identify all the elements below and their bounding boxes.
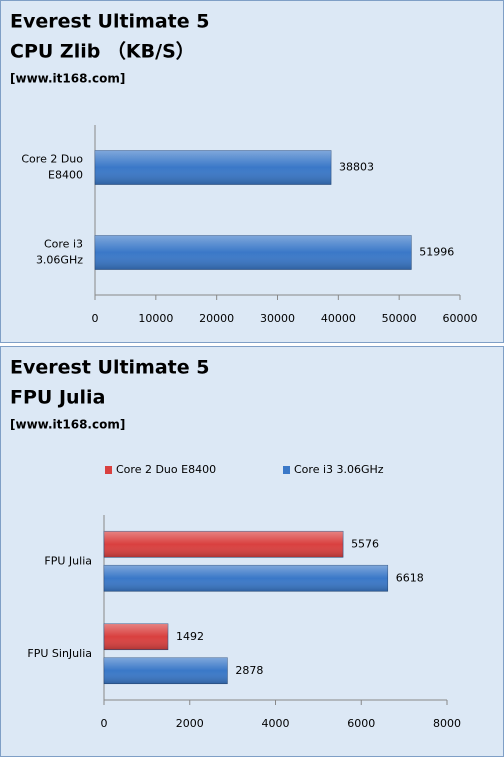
value-label: 51996	[419, 246, 454, 259]
bar-shade	[95, 150, 332, 185]
value-label: 6618	[396, 571, 424, 584]
x-tick-label: 30000	[260, 312, 295, 325]
bar-shade	[104, 657, 228, 684]
source: [www.it168.com]	[10, 72, 125, 86]
chart-subtitle: CPU Zlib （KB/S）	[10, 40, 195, 63]
x-tick-label: 40000	[321, 312, 356, 325]
value-label: 5576	[351, 537, 379, 550]
bar-shade	[104, 623, 168, 650]
value-label: 1492	[176, 630, 204, 643]
x-tick-label: 6000	[347, 717, 375, 730]
y-tick-label: Core i3 3.06GHz	[36, 238, 83, 267]
chart-title: Everest Ultimate 5	[10, 11, 209, 33]
x-tick-label: 20000	[199, 312, 234, 325]
bar-shade	[104, 531, 344, 558]
legend-swatch	[105, 466, 112, 474]
legend-swatch	[283, 466, 290, 474]
y-tick-label: FPU SinJulia	[27, 647, 92, 660]
legend-label: Core i3 3.06GHz	[294, 463, 384, 476]
x-tick-label: 8000	[433, 717, 461, 730]
chart-subtitle: FPU Julia	[10, 387, 105, 409]
x-tick-label: 0	[101, 717, 108, 730]
x-tick-label: 60000	[443, 312, 478, 325]
chart-title: Everest Ultimate 5	[10, 357, 209, 379]
x-tick-label: 10000	[138, 312, 173, 325]
x-tick-label: 50000	[382, 312, 417, 325]
x-tick-label: 0	[92, 312, 99, 325]
source: [www.it168.com]	[10, 418, 125, 432]
value-label: 2878	[235, 664, 263, 677]
bar-shade	[104, 565, 388, 592]
value-label: 38803	[339, 161, 374, 174]
x-tick-label: 4000	[262, 717, 290, 730]
legend-label: Core 2 Duo E8400	[116, 463, 216, 476]
x-tick-label: 2000	[176, 717, 204, 730]
bar-shade	[95, 235, 412, 270]
y-tick-label: FPU Julia	[44, 554, 92, 567]
y-tick-label: Core 2 Duo E8400	[21, 153, 83, 182]
